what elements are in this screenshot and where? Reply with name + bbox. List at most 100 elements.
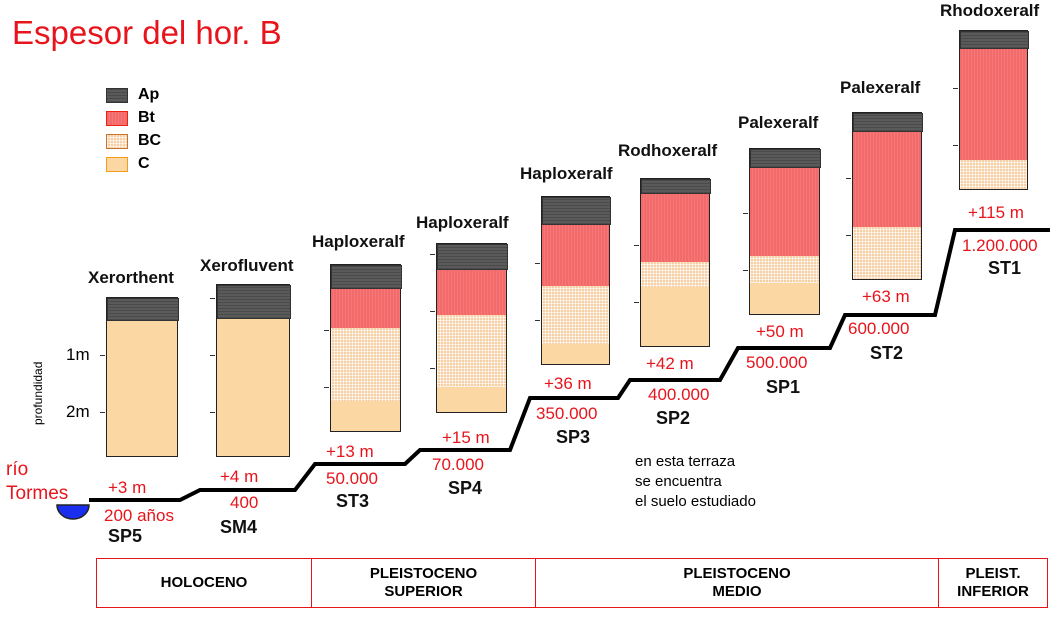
depth-tick xyxy=(846,235,851,236)
depth-tick xyxy=(535,263,540,264)
terrace-age: 350.000 xyxy=(536,404,598,423)
period-band: HOLOCENO PLEISTOCENO SUPERIOR PLEISTOCEN… xyxy=(96,558,1048,608)
study-note: en esta terraza se encuentra el suelo es… xyxy=(635,453,756,510)
soil-name: Haploxeralf xyxy=(520,164,613,183)
profile-code: ST2 xyxy=(870,343,904,363)
soil-profile-sp2 xyxy=(640,178,711,347)
soil-name: Palexeralf xyxy=(840,78,921,97)
period-pleistoceno-medio: PLEISTOCENO MEDIO xyxy=(536,559,939,607)
terrace-height: +63 m xyxy=(862,287,910,306)
terrace-height: +42 m xyxy=(646,354,694,373)
horizon-bc xyxy=(960,160,1027,189)
profile-code: ST1 xyxy=(988,258,1022,278)
terrace-height: +50 m xyxy=(756,322,804,341)
terrace-age: 500.000 xyxy=(746,353,808,372)
horizon-bt xyxy=(750,167,819,256)
horizon-c xyxy=(331,401,400,431)
horizon-bc xyxy=(750,255,819,284)
soil-profile-st3 xyxy=(330,264,402,432)
legend-label: Ap xyxy=(138,86,160,103)
tick-2m: 2m xyxy=(66,402,90,421)
period-holoceno: HOLOCENO xyxy=(97,559,312,607)
legend-item-ap: Ap xyxy=(106,86,159,104)
depth-tick xyxy=(210,355,215,356)
legend-label: BC xyxy=(138,132,162,149)
depth-tick xyxy=(535,320,540,321)
period-pleistoceno-superior: PLEISTOCENO SUPERIOR xyxy=(312,559,536,607)
soil-profile-sp3 xyxy=(541,196,611,365)
terrace-age: 400.000 xyxy=(648,385,710,404)
horizon-ap xyxy=(437,244,508,270)
horizon-ap xyxy=(107,298,179,321)
horizon-ap xyxy=(960,31,1029,49)
terrace-age: 200 años xyxy=(104,506,174,525)
legend-item-bt: Bt xyxy=(106,109,155,127)
soil-name: Xerofluvent xyxy=(200,256,294,275)
terrace-age: 70.000 xyxy=(432,455,484,474)
depth-tick xyxy=(430,254,435,255)
depth-tick xyxy=(743,270,748,271)
depth-tick xyxy=(953,145,958,146)
soil-profile-sm4 xyxy=(216,284,291,457)
horizon-c xyxy=(437,387,506,412)
horizon-ap xyxy=(331,265,402,289)
terrace-height: +15 m xyxy=(442,428,490,447)
horizon-c xyxy=(750,283,819,314)
horizon-ap xyxy=(641,179,711,194)
horizon-bc xyxy=(853,226,921,279)
horizon-bt xyxy=(960,48,1027,161)
horizon-bc xyxy=(641,262,709,287)
diagram-title: Espesor del hor. B xyxy=(12,14,282,51)
depth-tick xyxy=(743,213,748,214)
depth-tick xyxy=(430,368,435,369)
soil-name: Haploxeralf xyxy=(312,232,405,251)
terrace-height: +3 m xyxy=(108,478,147,497)
legend-swatch xyxy=(106,87,128,103)
terrace-height: +36 m xyxy=(544,374,592,393)
horizon-ap xyxy=(217,285,291,319)
soil-name: Haploxeralf xyxy=(416,213,509,232)
horizon-c xyxy=(217,318,289,456)
depth-tick xyxy=(100,355,105,356)
soil-name: Xerorthent xyxy=(88,268,174,287)
river-label: río Tormes xyxy=(6,459,69,504)
profile-code: SP1 xyxy=(766,377,801,397)
depth-tick xyxy=(846,178,851,179)
profile-code: SM4 xyxy=(220,517,258,537)
terrace-height: +115 m xyxy=(968,203,1024,222)
period-pleist-inferior: PLEIST. INFERIOR xyxy=(957,565,1029,600)
depth-tick xyxy=(100,412,105,413)
horizon-bt xyxy=(542,224,609,286)
legend-label: C xyxy=(138,155,150,172)
horizon-bc xyxy=(331,328,400,402)
horizon-ap xyxy=(853,113,923,132)
soil-name: Rhodoxeralf xyxy=(940,1,1040,20)
profile-code: SP5 xyxy=(108,526,143,546)
soil-profile-sp1 xyxy=(749,148,821,315)
horizon-bt xyxy=(331,288,400,329)
legend-label: Bt xyxy=(138,109,155,126)
horizon-bt xyxy=(437,269,506,316)
horizon-bc xyxy=(437,315,506,388)
horizon-bt xyxy=(853,131,921,227)
depth-tick xyxy=(430,311,435,312)
terrace-age: 400 xyxy=(230,493,259,512)
horizon-c xyxy=(641,286,709,346)
profile-code: SP3 xyxy=(556,427,591,447)
depth-tick xyxy=(953,88,958,89)
horizon-c xyxy=(542,344,609,364)
profile-code: SP4 xyxy=(448,478,483,498)
depth-tick xyxy=(634,302,639,303)
legend-swatch xyxy=(106,133,128,149)
terrace-age: 600.000 xyxy=(848,319,910,338)
soil-profile-sp4 xyxy=(436,243,508,413)
soil-name: Rodhoxeralf xyxy=(618,141,718,160)
depth-tick xyxy=(210,298,215,299)
terrace-height: +4 m xyxy=(220,467,259,486)
soil-profile-sp5 xyxy=(106,297,179,457)
soil-name: Palexeralf xyxy=(738,113,819,132)
tick-1m: 1m xyxy=(66,345,90,364)
legend-swatch xyxy=(106,110,128,126)
profile-code: ST3 xyxy=(336,491,370,511)
